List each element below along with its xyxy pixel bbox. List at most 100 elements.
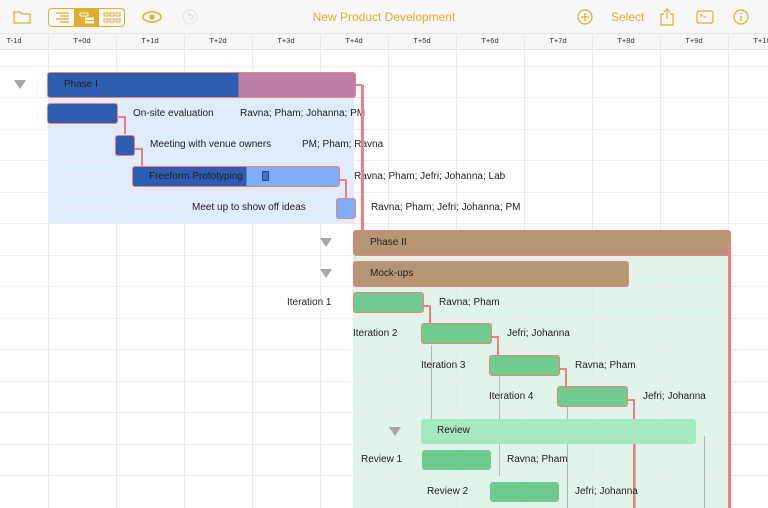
toolbar: New Product Development Select xyxy=(0,0,768,33)
dependency-line xyxy=(431,345,432,435)
dependency-line xyxy=(141,148,143,166)
gantt-view-icon[interactable] xyxy=(74,9,99,26)
row-line xyxy=(0,381,768,382)
dependency-line xyxy=(497,336,499,355)
column-header: T+0d xyxy=(73,36,91,45)
collapse-triangle-icon[interactable] xyxy=(320,269,332,278)
column-header: T+3d xyxy=(277,36,295,45)
row-line xyxy=(0,160,768,161)
column-header: T+9d xyxy=(685,36,703,45)
dependency-line xyxy=(633,399,635,508)
dependency-line xyxy=(345,179,347,198)
row-line xyxy=(0,129,768,130)
freeform-prototyping-label: Freeform Prototyping xyxy=(149,171,243,182)
phase2-bar[interactable] xyxy=(353,230,731,256)
dependency-line xyxy=(429,305,431,323)
freeform-prototyping-bar[interactable] xyxy=(132,166,340,187)
phase1-bar[interactable] xyxy=(47,72,356,98)
iteration3-bar[interactable] xyxy=(489,355,560,376)
iteration1-label: Iteration 1 xyxy=(287,297,332,308)
dependency-line xyxy=(567,407,568,508)
collapse-triangle-icon[interactable] xyxy=(320,238,332,247)
collapse-triangle-icon[interactable] xyxy=(389,427,401,436)
row-line xyxy=(0,349,768,350)
review-label: Review xyxy=(437,425,470,436)
grid-line xyxy=(48,34,49,508)
iteration1-bar[interactable] xyxy=(353,292,424,313)
column-header: T-1d xyxy=(6,36,22,45)
dependency-line xyxy=(628,399,634,401)
meetup-milestone[interactable] xyxy=(336,198,356,219)
column-header: T+6d xyxy=(481,36,499,45)
grid-line xyxy=(116,34,117,508)
iteration4-resources: Jefri; Johanna xyxy=(643,391,706,402)
dependency-line xyxy=(361,85,364,230)
dependency-line xyxy=(560,368,566,370)
row-line xyxy=(0,97,768,98)
column-header: T+8d xyxy=(617,36,635,45)
dependency-line xyxy=(124,116,126,134)
iteration3-resources: Ravna; Pham xyxy=(575,360,636,371)
onsite-evaluation-resources: Ravna; Pham; Johanna; PM xyxy=(240,108,366,119)
document-title: New Product Development xyxy=(312,10,456,24)
row-line xyxy=(0,192,768,193)
row-line xyxy=(0,412,768,413)
review2-label: Review 2 xyxy=(427,486,469,497)
outline-view-icon[interactable] xyxy=(49,9,74,26)
collapse-triangle-icon[interactable] xyxy=(14,80,26,89)
network-view-icon[interactable] xyxy=(99,9,124,26)
column-header: T+2d xyxy=(209,36,227,45)
review2-bar[interactable] xyxy=(490,482,559,502)
dependency-line xyxy=(565,368,567,386)
terminal-icon[interactable] xyxy=(695,6,715,28)
column-header: T+1d xyxy=(141,36,159,45)
meetup-label: Meet up to show off ideas xyxy=(192,202,306,213)
info-icon[interactable] xyxy=(732,6,750,28)
select-button[interactable]: Select xyxy=(611,10,645,24)
view-mode-segmented-control xyxy=(48,8,125,27)
dependency-line xyxy=(635,440,636,508)
grid-line xyxy=(252,34,253,508)
folder-icon[interactable] xyxy=(12,6,32,28)
onsite-evaluation-label: On-site evaluation xyxy=(133,108,214,119)
dependency-line xyxy=(135,148,142,150)
row-line xyxy=(0,66,768,67)
meeting-venue-owners-milestone[interactable] xyxy=(115,135,135,156)
add-icon[interactable] xyxy=(576,6,594,28)
row-line xyxy=(0,223,768,224)
grid-line xyxy=(184,34,185,508)
share-icon[interactable] xyxy=(659,6,675,28)
phase2-label: Phase II xyxy=(370,237,407,248)
dependency-line xyxy=(118,116,125,118)
dependency-line xyxy=(492,336,498,338)
iteration2-bar[interactable] xyxy=(421,323,492,344)
column-header: T+4d xyxy=(345,36,363,45)
iteration2-resources: Jefri; Johanna xyxy=(507,328,570,339)
row-line xyxy=(0,318,768,319)
meeting-venue-owners-label: Meeting with venue owners xyxy=(150,139,272,150)
iteration2-label: Iteration 2 xyxy=(353,328,398,339)
review2-resources: Jefri; Johanna xyxy=(575,486,638,497)
review1-bar[interactable] xyxy=(422,450,491,470)
row-line xyxy=(0,475,768,476)
note-icon[interactable] xyxy=(262,171,269,181)
grid-line xyxy=(660,34,661,508)
column-header: T+5d xyxy=(413,36,431,45)
onsite-evaluation-bar[interactable] xyxy=(47,103,118,124)
meetup-resources: Ravna; Pham; Jefri; Johanna; PM xyxy=(371,202,521,213)
dependency-line xyxy=(356,84,362,86)
mockups-bar[interactable] xyxy=(353,261,629,287)
review1-resources: Ravna; Pham xyxy=(507,454,568,465)
iteration1-resources: Ravna; Pham xyxy=(439,297,500,308)
phase1-label: Phase I xyxy=(64,79,98,90)
dependency-line xyxy=(424,305,430,307)
iteration4-bar[interactable] xyxy=(557,386,628,407)
column-header: T+7d xyxy=(549,36,567,45)
row-line xyxy=(0,444,768,445)
column-header: T+10 xyxy=(753,36,768,45)
meeting-venue-owners-resources: PM; Pham; Ravna xyxy=(302,139,384,150)
review-group-bar[interactable] xyxy=(421,419,696,444)
undo-icon[interactable] xyxy=(180,6,200,28)
iteration4-label: Iteration 4 xyxy=(489,391,534,402)
eye-icon[interactable] xyxy=(141,6,163,28)
